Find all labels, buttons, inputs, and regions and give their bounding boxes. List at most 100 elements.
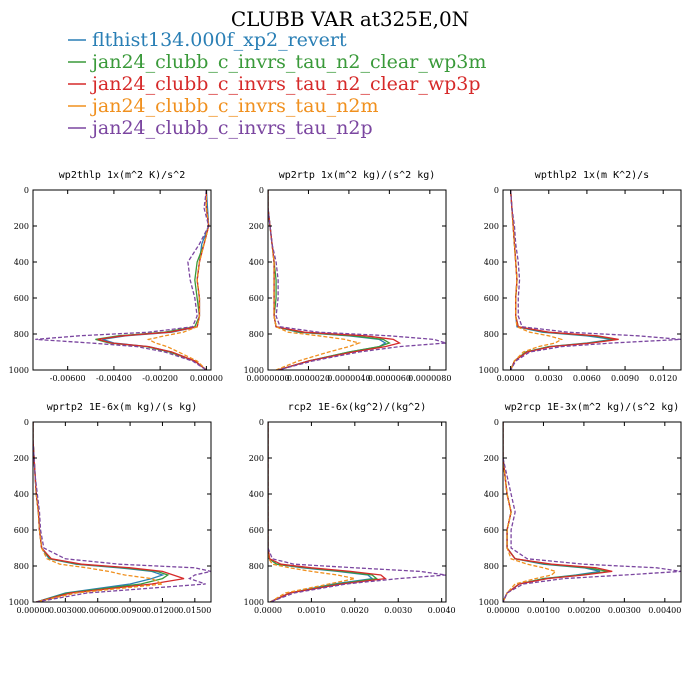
series-group: [268, 190, 446, 370]
y-tick-label: 1000: [244, 598, 264, 607]
y-tick-label: 800: [14, 562, 29, 571]
x-tick-label: 0.0120: [649, 374, 677, 383]
x-tick-label: 0.00400: [648, 606, 681, 615]
plot-frame: [32, 421, 212, 603]
legend: flthist134.000f_xp2_revertjan24_clubb_c_…: [68, 29, 486, 139]
series-line-2: [268, 190, 391, 370]
x-tick-label: 0.00200: [567, 606, 600, 615]
plot-frame: [502, 189, 682, 371]
x-tick-label: 0.0010: [297, 606, 325, 615]
plot-frame: [267, 189, 447, 371]
series-line-1: [268, 190, 387, 370]
y-tick-label: 800: [484, 562, 499, 571]
y-tick-label: 400: [484, 258, 499, 267]
panel-3: wpthlp2 1x(m K^2)/s020040060080010000.00…: [479, 170, 682, 383]
legend-label: jan24_clubb_c_invrs_tau_n2p: [90, 117, 373, 139]
legend-item: jan24_clubb_c_invrs_tau_n2_clear_wp3p: [68, 73, 481, 95]
y-tick-label: 800: [484, 330, 499, 339]
x-tick-label: 0.0000: [497, 374, 525, 383]
legend-label: jan24_clubb_c_invrs_tau_n2_clear_wp3p: [90, 73, 481, 95]
series-line-3: [268, 422, 387, 602]
x-tick-label: 0.01200: [146, 606, 179, 615]
series-group: [509, 190, 681, 370]
legend-label: jan24_clubb_c_invrs_tau_n2_clear_wp3m: [90, 51, 486, 73]
series-line-2: [503, 422, 609, 602]
y-tick-label: 600: [249, 526, 264, 535]
series-line-4: [503, 422, 557, 602]
panel-title: wprtp2 1E-6x(m kg)/(s kg): [47, 402, 198, 413]
series-line-5: [268, 422, 446, 602]
series-line-4: [268, 190, 362, 370]
x-tick-label: 0.00100: [527, 606, 560, 615]
y-tick-label: 0: [259, 418, 264, 427]
x-tick-label: 0.00000: [190, 374, 223, 383]
x-tick-label: 0.0060: [573, 374, 601, 383]
series-line-1: [33, 422, 165, 602]
y-tick-label: 600: [249, 294, 264, 303]
y-tick-label: 1000: [9, 598, 29, 607]
y-tick-label: 200: [14, 222, 29, 231]
y-tick-label: 1000: [479, 366, 499, 375]
series-line-4: [146, 190, 210, 370]
x-tick-label: 0.0040: [428, 606, 456, 615]
series-line-3: [268, 190, 402, 370]
panel-1: wp2thlp 1x(m^2 K)/s^2 0 200 400 600 800 1000 -0…: [9, 170, 223, 383]
x-tick-label: 0.0000060: [368, 374, 411, 383]
y-tick-label: 200: [484, 222, 499, 231]
series-line-4: [268, 422, 355, 602]
panel-6: wp2rcp 1E-3x(m^2 kg)/(s^2 kg) 0 200 400 600 8…: [479, 402, 682, 615]
panel-title: wp2rcp 1E-3x(m^2 kg)/(s^2 kg): [505, 402, 680, 413]
x-tick-label: 0.00000: [16, 606, 49, 615]
x-tick-label: 0.0000000: [246, 374, 289, 383]
series-group: [35, 190, 210, 370]
series-line-5: [503, 422, 681, 602]
legend-item: jan24_clubb_c_invrs_tau_n2m: [68, 95, 378, 117]
x-tick-label: -0.00200: [142, 374, 178, 383]
panel-title: rcp2 1E-6x(kg^2)/(kg^2): [288, 402, 426, 413]
y-tick-label: 200: [484, 454, 499, 463]
y-tick-label: 200: [14, 454, 29, 463]
y-tick-label: 200: [249, 222, 264, 231]
y-tick-label: 600: [14, 294, 29, 303]
x-tick-label: 0.0030: [535, 374, 563, 383]
panel-4: wprtp2 1E-6x(m kg)/(s kg) 0 200 400 600 800 10…: [9, 402, 212, 615]
x-tick-label: 0.0000020: [287, 374, 330, 383]
y-tick-label: 0: [259, 186, 264, 195]
y-tick-label: 0: [494, 186, 499, 195]
legend-item: jan24_clubb_c_invrs_tau_n2p: [68, 117, 373, 139]
x-tick-label: -0.00600: [50, 374, 86, 383]
series-line-1: [268, 422, 374, 602]
y-tick-label: 800: [249, 562, 264, 571]
legend-label: flthist134.000f_xp2_revert: [92, 29, 347, 51]
panel-title: wp2thlp 1x(m^2 K)/s^2: [59, 170, 185, 181]
x-tick-label: 0.0090: [611, 374, 639, 383]
x-tick-label: 0.0000080: [408, 374, 451, 383]
panel-title: wpthlp2 1x(m K^2)/s: [535, 170, 649, 181]
series-group: [268, 422, 446, 602]
panel-2: wp2rtp 1x(m^2 kg)/(s^2 kg) 0 200 400 600 800 1…: [244, 170, 452, 383]
plot-frame: [502, 421, 682, 603]
y-tick-label: 600: [484, 294, 499, 303]
x-tick-label: 0.0020: [341, 606, 369, 615]
y-tick-label: 1000: [479, 598, 499, 607]
y-tick-label: 0: [24, 186, 29, 195]
y-tick-label: 1000: [9, 366, 29, 375]
series-line-5: [509, 190, 681, 370]
y-tick-label: 400: [14, 258, 29, 267]
series-group: [33, 422, 211, 602]
series-line-1: [509, 190, 613, 370]
series-line-3: [97, 190, 210, 370]
series-line-4: [509, 190, 564, 370]
legend-item: flthist134.000f_xp2_revert: [68, 29, 347, 51]
series-line-5: [268, 190, 446, 370]
x-tick-label: 0.00600: [81, 606, 114, 615]
plot-frame: [267, 421, 447, 603]
panel-5: rcp2 1E-6x(kg^2)/(kg^2) 0 200 400 600 800 1000…: [244, 402, 456, 615]
x-tick-label: 0.00900: [114, 606, 147, 615]
y-tick-label: 400: [249, 490, 264, 499]
series-line-5: [33, 422, 211, 602]
panel-title: wp2rtp 1x(m^2 kg)/(s^2 kg): [279, 170, 436, 181]
y-tick-label: 200: [249, 454, 264, 463]
